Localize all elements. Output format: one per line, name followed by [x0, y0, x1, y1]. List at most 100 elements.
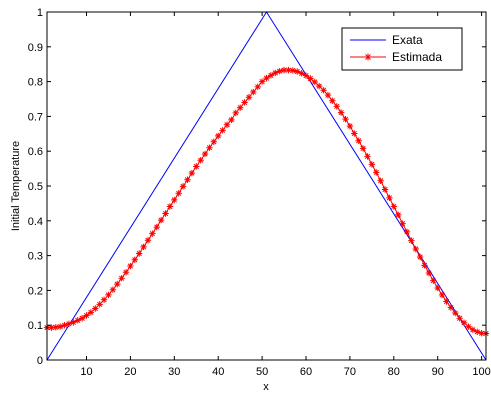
data-point: [289, 67, 297, 74]
data-point: [465, 323, 472, 330]
data-point: [399, 220, 406, 227]
y-tick-label: 0.7: [28, 111, 43, 123]
y-tick-label: 0.3: [28, 251, 43, 263]
data-point: [56, 323, 64, 330]
data-point: [171, 196, 178, 204]
data-point: [456, 315, 463, 322]
data-point: [364, 153, 371, 160]
data-point: [228, 116, 235, 124]
x-tick-label: 20: [124, 366, 136, 378]
data-point: [184, 176, 191, 183]
x-tick-label: 80: [388, 366, 400, 378]
data-point: [223, 121, 231, 128]
data-point: [373, 169, 380, 176]
legend-marker: [364, 53, 372, 61]
data-point: [294, 68, 301, 75]
data-point: [236, 104, 244, 111]
y-tick-label: 0.4: [28, 216, 43, 228]
data-point: [307, 75, 314, 82]
data-point: [166, 203, 174, 210]
data-point: [421, 262, 428, 269]
data-point: [333, 103, 340, 110]
data-point: [351, 130, 358, 137]
data-point: [92, 305, 99, 312]
data-point: [368, 161, 376, 168]
x-tick-label: 40: [212, 366, 224, 378]
data-point: [206, 144, 213, 151]
data-point: [105, 291, 112, 299]
data-point: [201, 150, 209, 158]
data-point: [210, 138, 218, 146]
x-tick-label: 100: [472, 366, 490, 378]
data-point: [87, 309, 95, 316]
data-point: [157, 216, 165, 224]
data-point: [469, 326, 477, 333]
data-point: [241, 99, 248, 106]
x-tick-label: 10: [80, 366, 92, 378]
data-point: [96, 301, 103, 308]
data-point: [267, 72, 275, 79]
data-point: [416, 253, 424, 261]
data-point: [83, 312, 90, 319]
data-point: [395, 211, 402, 219]
data-point: [408, 237, 415, 244]
data-point: [386, 194, 393, 202]
data-point: [346, 122, 354, 130]
y-axis-label: Initial Temperature: [10, 141, 22, 231]
data-point: [127, 262, 134, 270]
data-point: [162, 210, 169, 217]
data-point: [359, 145, 367, 152]
data-point: [403, 228, 411, 236]
data-point: [144, 237, 152, 244]
data-point: [412, 245, 419, 253]
data-point: [188, 169, 196, 177]
data-point: [65, 320, 73, 328]
data-point: [302, 72, 310, 79]
data-point: [460, 319, 468, 326]
data-point: [114, 280, 121, 288]
data-point: [100, 296, 108, 303]
y-tick-label: 0.2: [28, 285, 43, 297]
data-point: [131, 256, 138, 263]
data-point: [474, 328, 481, 336]
data-point: [153, 223, 160, 231]
data-point: [285, 66, 292, 74]
axes-layer: 10 20 30 40 50 60 70 80 90 100 0 0.1 0.2 0.3 0.4 0.5 0.6…: [28, 7, 491, 378]
data-point: [425, 269, 433, 277]
data-point: [74, 317, 81, 324]
data-point: [175, 190, 182, 197]
legend-box: [341, 27, 463, 71]
data-point: [381, 186, 389, 193]
data-point: [250, 88, 257, 96]
data-point: [311, 78, 318, 86]
series-layer: [43, 11, 490, 361]
data-point: [430, 277, 437, 284]
data-point: [329, 97, 336, 104]
data-point: [390, 203, 398, 210]
data-point: [61, 322, 68, 329]
legend-label-2: Estimada: [392, 50, 442, 64]
data-point: [258, 78, 266, 85]
data-point: [135, 250, 143, 257]
data-point: [215, 132, 222, 140]
data-point: [70, 319, 77, 326]
data-point: [324, 91, 332, 99]
x-tick-label: 90: [432, 366, 444, 378]
data-point: [193, 163, 200, 170]
data-point: [452, 309, 459, 317]
data-point: [276, 67, 283, 75]
data-point: [149, 230, 156, 237]
data-point: [320, 87, 327, 94]
data-point: [337, 109, 345, 116]
data-point: [197, 157, 204, 164]
data-point: [280, 66, 288, 74]
data-point: [434, 284, 441, 292]
data-point: [315, 82, 323, 90]
data-point: [447, 304, 455, 311]
data-point: [122, 269, 130, 276]
data-point: [245, 94, 253, 101]
data-point: [438, 291, 446, 299]
data-point: [219, 127, 226, 134]
data-point: [478, 330, 485, 337]
